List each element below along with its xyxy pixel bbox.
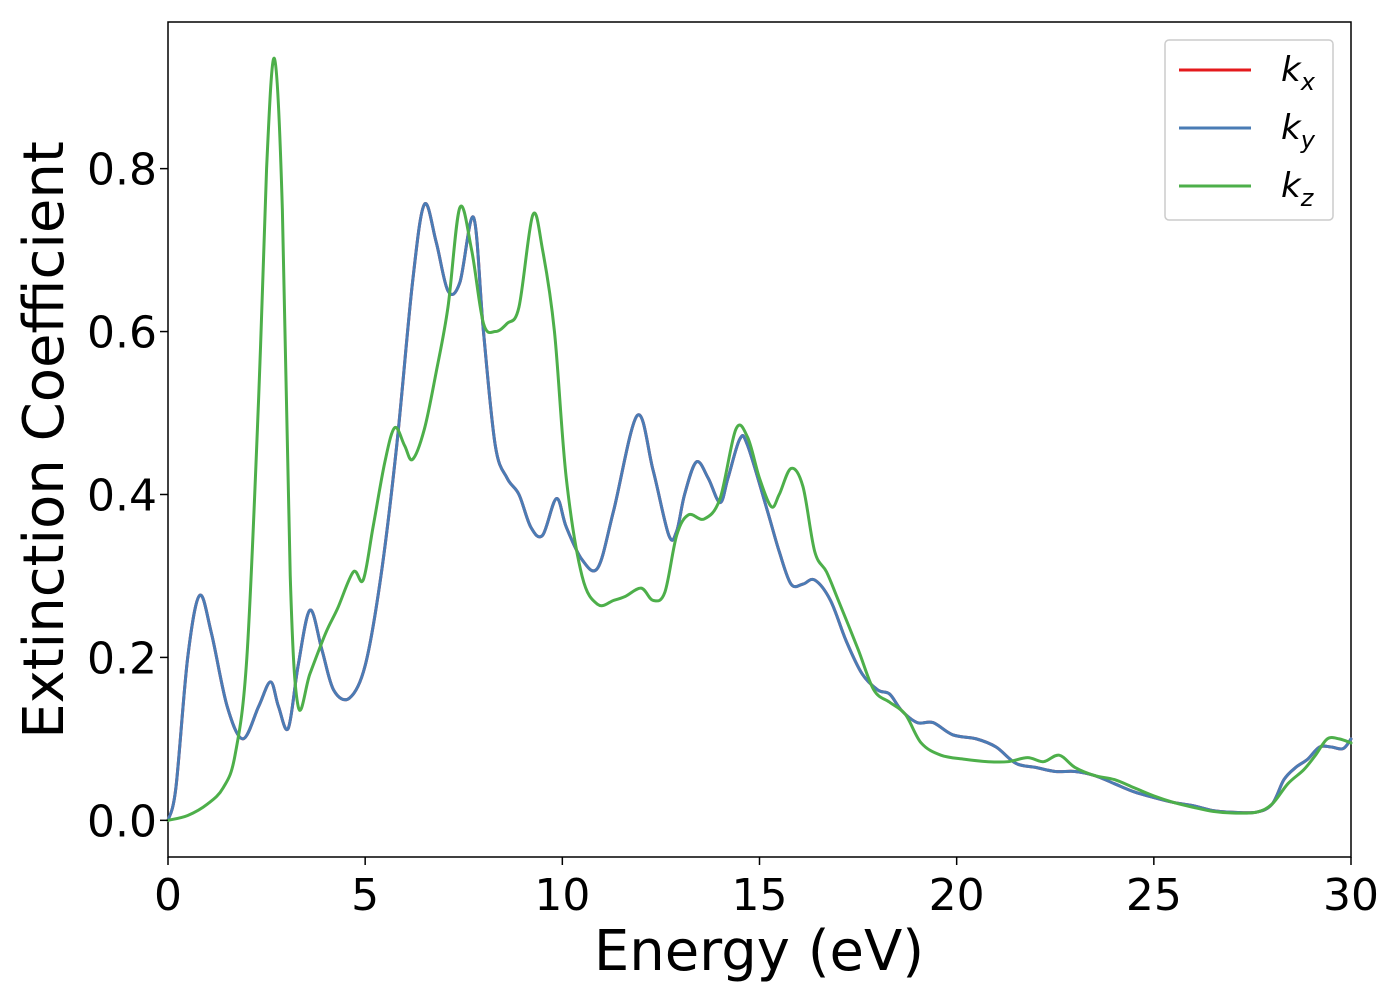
legend-frame <box>1164 39 1334 221</box>
series-line-k-z <box>166 56 1353 822</box>
legend-label-k-y: ky <box>1281 108 1316 154</box>
x-tick-label: 20 <box>929 870 985 921</box>
x-tick-label: 25 <box>1126 870 1182 921</box>
x-tick-label: 30 <box>1323 870 1379 921</box>
legend-label-k-z: kz <box>1281 166 1315 212</box>
y-tick-label: 0.4 <box>87 470 157 521</box>
series-line-k-y <box>166 202 1353 822</box>
x-axis-ticks: 0 5 10 15 20 25 30 <box>154 857 1379 921</box>
x-tick-label: 5 <box>351 870 379 921</box>
y-tick-label: 0.2 <box>87 633 157 684</box>
legend: kx ky kz <box>1164 39 1334 221</box>
legend-label-k-x: kx <box>1281 50 1316 96</box>
x-tick-label: 15 <box>732 870 788 921</box>
plot-area-frame <box>167 21 1352 858</box>
y-tick-label: 0.8 <box>87 145 157 196</box>
x-axis-label: Energy (eV) <box>594 919 924 984</box>
x-tick-label: 0 <box>154 870 182 921</box>
legend-items: kx ky kz <box>1179 50 1316 212</box>
y-tick-label: 0.0 <box>87 796 157 847</box>
y-tick-label: 0.6 <box>87 308 157 359</box>
x-tick-label: 10 <box>534 870 590 921</box>
y-axis-ticks: 0.0 0.2 0.4 0.6 0.8 <box>87 145 168 847</box>
series-layer <box>166 56 1353 822</box>
y-axis-label: Extinction Coefficient <box>12 141 77 739</box>
